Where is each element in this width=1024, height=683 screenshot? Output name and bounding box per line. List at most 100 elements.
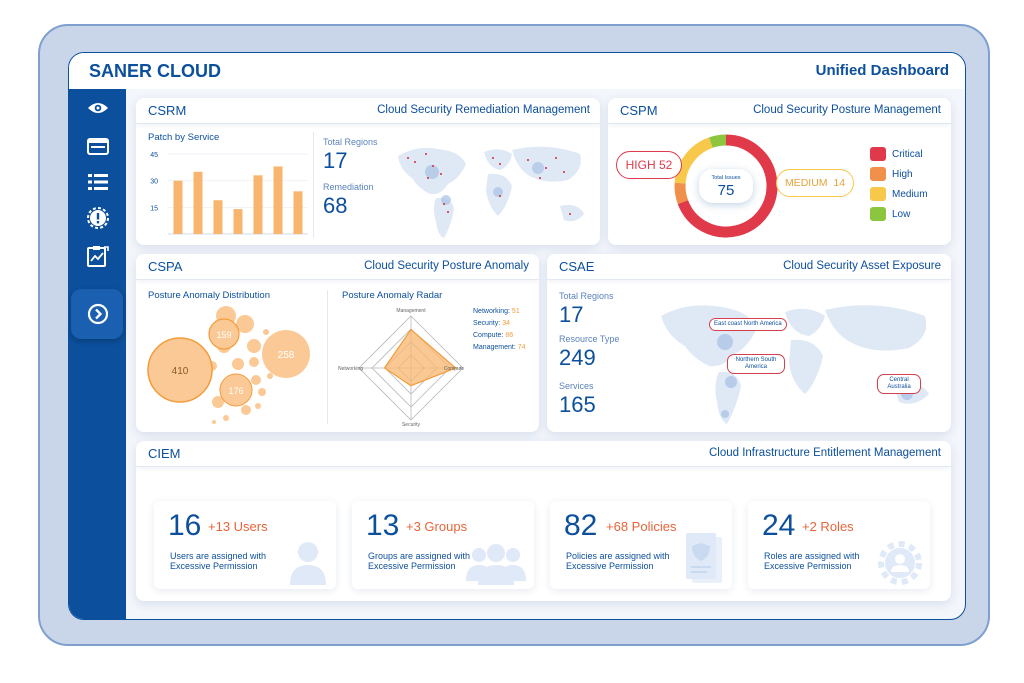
sidebar-item-assets[interactable] [83,131,113,161]
donut-slice-low [709,134,727,148]
legend-medium-label: Medium [892,188,928,200]
patch-bar [233,209,243,234]
legend-medium: Medium [870,187,928,201]
services-label: Services [559,381,594,391]
page-title: Unified Dashboard [815,62,949,79]
cspa-divider [327,290,328,424]
ciem-policies-card[interactable]: 82 +68 Policies Policies are assigned wi… [550,501,732,589]
sidebar-item-active-bg [71,289,123,339]
brand-logo: SANER CLOUD [89,61,222,81]
donut-slice-high [674,182,689,204]
issues-donut-chart [674,134,778,238]
cspa-card: CSPA Cloud Security Posture Anomaly Post… [136,254,539,432]
pin-central-australia[interactable]: Central Australia [877,374,921,394]
medium-value: 14 [833,177,846,189]
radar-legend-compute: Compute: 86 [473,332,514,339]
users-delta: +13 Users [208,519,268,534]
medium-label: MEDIUM [784,177,828,189]
sidebar [69,89,126,619]
roles-delta: +2 Roles [802,519,854,534]
radar-axis-security: Security [402,422,421,428]
total-regions-value: 17 [323,148,348,173]
total-regions-label: Total Regions [323,137,378,147]
eye-icon [88,103,108,113]
cspm-header: CSPM Cloud Security Posture Management [608,98,951,124]
low-swatch [870,207,886,221]
csae-card: CSAE Cloud Security Asset Exposure Total… [547,254,951,432]
cspm-card: CSPM Cloud Security Posture Management T… [608,98,951,245]
alert-gear-icon [87,207,109,229]
patch-bar [293,191,303,234]
anomaly-bubble-chart: 410 159 258 176 [147,306,310,424]
radar-axis-compute: Compute [444,366,465,372]
sidebar-item-overview[interactable] [83,93,113,123]
remediation-label: Remediation [323,182,374,192]
radar-legend-management: Management: 74 [473,344,526,351]
high-pill: HIGH 52 [616,151,682,179]
patch-bar [253,175,263,234]
users-count: 16 [168,509,202,542]
dashboard-window: SANER CLOUD Unified Dashboard CSRM Cloud… [68,52,966,620]
ciem-full-title: Cloud Infrastructure Entitlement Managem… [708,447,941,459]
radar-legend-networking: Networking: 51 [473,308,520,315]
resource-type-value: 249 [559,345,596,370]
ciem-users-card[interactable]: 16 +13 Users Users are assigned with Exc… [154,501,336,589]
distribution-title: Posture Anomaly Distribution [148,290,270,301]
patch-bar-chart: 45 30 15 [150,152,308,235]
groups-description: Groups are assigned with Excessive Permi… [368,551,471,571]
list-icon [88,174,108,190]
csae-header: CSAE Cloud Security Asset Exposure [547,254,951,280]
patch-bar [173,180,183,234]
sidebar-item-reports[interactable] [83,241,113,271]
bubble-176: 176 [228,386,243,396]
folder-icon [87,138,109,155]
critical-swatch [870,147,886,161]
cspm-abbr: CSPM [620,103,658,118]
high-swatch [870,167,886,181]
sidebar-item-alerts[interactable] [83,203,113,233]
cspa-full-title: Cloud Security Posture Anomaly [364,260,529,272]
csae-full-title: Cloud Security Asset Exposure [783,260,941,272]
csae-abbr: CSAE [559,259,595,274]
bubble-258: 258 [278,350,295,361]
radar-title: Posture Anomaly Radar [342,290,443,301]
ciem-groups-card[interactable]: 13 +3 Groups Groups are assigned with Ex… [352,501,534,589]
cspa-header: CSPA Cloud Security Posture Anomaly [136,254,539,280]
legend-high: High [870,167,913,181]
csae-total-regions-value: 17 [559,302,584,327]
sidebar-item-list[interactable] [83,167,113,197]
radar-axis-management: Management [396,308,426,314]
anomaly-radar-chart: Management Compute Security Networking [338,308,465,428]
top-bar: SANER CLOUD Unified Dashboard [69,53,965,89]
world-map [398,146,584,238]
resource-type-label: Resource Type [559,334,620,344]
medium-swatch [870,187,886,201]
cspm-full-title: Cloud Security Posture Management [753,104,941,116]
bubble-159: 159 [216,330,231,340]
high-value: 52 [658,158,673,172]
users-description: Users are assigned with Excessive Permis… [170,551,267,571]
pin-northern-south-america[interactable]: Northern South America [727,354,785,374]
medium-pill: MEDIUM 14 [776,169,854,197]
csrm-header: CSRM Cloud Security Remediation Manageme… [136,98,600,124]
patch-bar [193,171,203,234]
radar-area [383,328,457,387]
bar-tick-label: 15 [150,205,158,212]
radar-axis-networking: Networking [338,366,363,372]
bubble-410: 410 [172,366,189,377]
roles-description: Roles are assigned with Excessive Permis… [764,551,860,571]
sidebar-item-expand[interactable] [83,299,113,329]
policies-count: 82 [564,509,598,542]
legend-high-label: High [892,168,913,180]
services-value: 165 [559,392,596,417]
csrm-divider [313,132,314,238]
radar-legend: Networking: 51 Security: 34 Compute: 86 … [473,306,526,354]
ciem-header: CIEM Cloud Infrastructure Entitlement Ma… [136,441,951,467]
total-issues-value: 75 [717,182,735,199]
bar-tick-label: 45 [150,152,158,159]
chevron-right-circle-icon [87,303,109,325]
legend-critical: Critical [870,147,923,161]
ciem-roles-card[interactable]: 24 +2 Roles Roles are assigned with Exce… [748,501,930,589]
pin-east-coast-north-america[interactable]: East coast North America [709,318,787,331]
radar-legend-security: Security: 34 [473,320,510,327]
